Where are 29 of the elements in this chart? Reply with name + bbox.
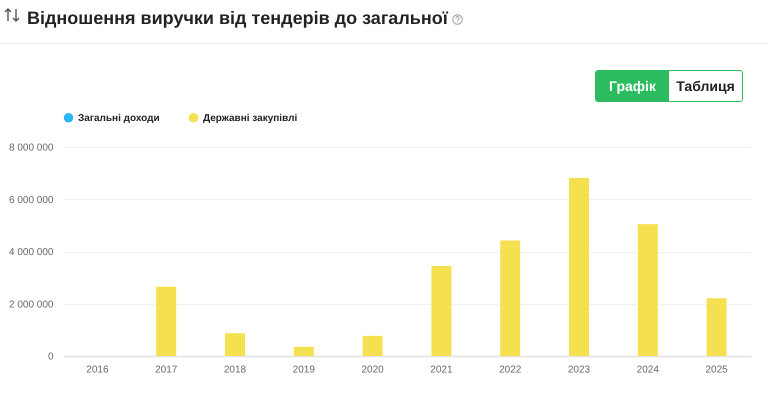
bar — [638, 224, 658, 356]
x-tick-label: 2022 — [499, 364, 522, 376]
y-tick-label: 4 000 000 — [9, 247, 54, 258]
x-tick-label: 2021 — [430, 364, 453, 376]
x-tick-label: 2019 — [292, 364, 316, 376]
x-tick-label: 2018 — [224, 364, 247, 376]
legend-label: Загальні доходи — [78, 112, 160, 124]
legend-label: Державні закупівлі — [203, 112, 298, 124]
x-tick-label: 2020 — [361, 364, 384, 376]
bar — [500, 240, 520, 356]
bar — [225, 333, 245, 356]
bar — [362, 336, 383, 356]
x-tick-label: 2016 — [86, 364, 109, 376]
x-tick-label: 2024 — [636, 364, 660, 376]
x-tick-label: 2017 — [155, 364, 178, 376]
x-tick-label: 2025 — [705, 364, 728, 376]
bar — [156, 286, 176, 356]
text: Таблиця — [669, 71, 742, 101]
bar — [706, 298, 727, 356]
y-tick-label: 8 000 000 — [9, 142, 54, 154]
text: Графік — [596, 71, 669, 101]
y-tick-label: 6 000 000 — [9, 194, 54, 206]
bar — [431, 266, 452, 356]
chart-title: Відношення виручки від тендерів до загальної — [27, 8, 448, 28]
bar — [294, 346, 314, 356]
x-tick-label: 2023 — [568, 364, 591, 376]
bar — [569, 178, 589, 356]
y-tick-label: 2 000 000 — [9, 299, 54, 310]
y-tick-label: 0 — [48, 352, 54, 362]
